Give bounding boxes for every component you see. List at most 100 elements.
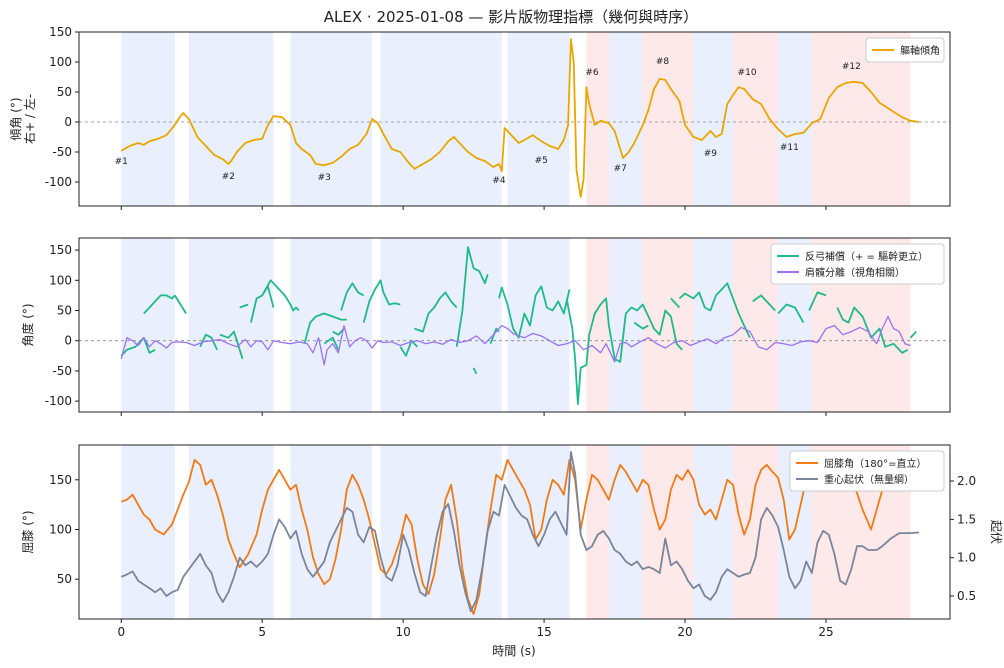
legend: 反弓補償（+ = 驅幹更立） 肩髖分離（視角相關） <box>770 243 945 285</box>
y-tick-label: -50 <box>52 145 72 159</box>
y-axis-label-line: 屈膝 (°) <box>21 510 35 553</box>
phase-band-red <box>586 445 609 619</box>
series-line-1 <box>120 459 912 615</box>
series-line-1 <box>120 38 920 198</box>
legend-label: 反弓補償（+ = 驅幹更立） <box>805 250 928 263</box>
y-right-tick-label: 0.5 <box>957 589 976 603</box>
phase-band-blue <box>290 445 373 619</box>
y-right-tick-label: 1.0 <box>957 551 976 565</box>
segment-annotation: #9 <box>704 149 718 159</box>
series-line-1 <box>239 303 249 309</box>
y-tick-label: 100 <box>49 523 72 537</box>
y-axis-label-line: 右+ / 左- <box>22 94 37 144</box>
y-axis-label-line: 傾角 (°) <box>9 97 23 140</box>
y-axis-label: 屈膝 (°) <box>21 510 35 553</box>
segment-annotation: #7 <box>614 164 627 174</box>
legend: 軀軸傾角 <box>865 37 945 63</box>
y-tick-label: 50 <box>57 85 72 99</box>
phase-band-blue <box>693 32 733 206</box>
y-axis-label: 傾角 (°)右+ / 左- <box>9 94 37 144</box>
series-line-2 <box>120 315 911 366</box>
phase-band-blue <box>507 32 570 206</box>
phase-band-blue <box>380 238 502 412</box>
series-line-1 <box>414 291 458 333</box>
phase-band-red <box>642 445 694 619</box>
series-line-1 <box>323 336 340 351</box>
phase-band-red <box>732 445 779 619</box>
series-line-1 <box>143 294 176 315</box>
series-line-1 <box>752 294 776 312</box>
series-line-1 <box>777 303 805 324</box>
legend-box <box>865 37 945 63</box>
legend: 屈膝角（180°=直立） 重心起伏（無量綱） <box>789 450 945 492</box>
y-right-tick-label: 1.5 <box>957 512 976 526</box>
legend-label: 屈膝角（180°=直立） <box>824 457 926 470</box>
series-line-1 <box>808 291 827 311</box>
series-line-1 <box>670 297 681 309</box>
segment-annotation: #5 <box>535 156 548 166</box>
series-line-1 <box>633 321 649 330</box>
y-tick-label: 100 <box>49 273 72 287</box>
phase-band-blue <box>778 32 812 206</box>
y-tick-label: 100 <box>49 55 72 69</box>
series-line-1 <box>120 336 156 357</box>
phase-band-blue <box>380 32 502 206</box>
legend-label: 重心起伏（無量綱） <box>824 473 914 486</box>
segment-annotation: #11 <box>780 143 799 153</box>
segment-annotation: #10 <box>738 68 757 78</box>
plot-frame <box>78 444 951 620</box>
y-tick-label: -50 <box>52 364 72 378</box>
y-tick-label: 0 <box>64 115 72 129</box>
y-axis-label-line: 角度 (°) <box>20 303 35 346</box>
series-line-1 <box>332 327 345 336</box>
y-tick-label: 150 <box>49 473 72 487</box>
panel-angles: -100 -50 0 50 100 150 角度 (°) 反弓補償（+ = 驅幹更立） 肩髖分離… <box>20 237 951 416</box>
y-axis-label: 角度 (°) <box>20 303 35 346</box>
series-line-1 <box>199 333 218 351</box>
y-tick-label: -100 <box>45 394 72 408</box>
phase-band-red <box>642 32 694 206</box>
phase-band-blue <box>608 445 643 619</box>
phase-bands <box>121 32 911 206</box>
x-axis-label: 時間 (s) <box>492 644 535 658</box>
segment-annotation: #2 <box>222 172 235 182</box>
series-line-1 <box>472 367 478 375</box>
y-tick-label: 150 <box>49 25 72 39</box>
series-line-1 <box>174 294 187 314</box>
plot-frame <box>78 237 951 413</box>
phase-band-blue <box>608 32 643 206</box>
phase-band-red <box>586 238 609 412</box>
phase-band-blue <box>693 445 733 619</box>
y-tick-label: 150 <box>49 243 72 257</box>
phase-band-red <box>642 238 694 412</box>
phase-band-red <box>732 32 779 206</box>
y-right-tick-label: 2.0 <box>957 474 976 488</box>
x-tick-label: 25 <box>818 625 833 639</box>
series-line-1 <box>340 282 365 311</box>
series-line-1 <box>498 285 571 339</box>
series-line-1 <box>362 279 401 323</box>
y-right-axis-label: 起伏 <box>989 520 1003 544</box>
series-group <box>120 38 920 198</box>
phase-band-blue <box>188 238 274 412</box>
phase-band-blue <box>507 238 570 412</box>
plot-frame <box>78 31 951 207</box>
series-line-1 <box>455 246 489 347</box>
series-line-1 <box>399 339 418 357</box>
series-line-1 <box>836 306 909 354</box>
phase-band-blue <box>693 238 733 412</box>
x-tick-label: 5 <box>258 625 266 639</box>
segment-annotation: #8 <box>656 57 670 67</box>
segment-annotation: #12 <box>842 62 861 72</box>
x-tick-label: 10 <box>396 625 411 639</box>
x-tick-label: 0 <box>117 625 125 639</box>
figure-title: ALEX · 2025-01-08 — 影片版物理指標（幾何與時序） <box>324 8 698 26</box>
segment-annotation: #6 <box>585 68 599 78</box>
phase-band-blue <box>121 32 175 206</box>
phase-band-blue <box>188 32 274 206</box>
phase-band-blue <box>290 238 373 412</box>
phase-band-red <box>586 32 609 206</box>
panel-knee: 0 5 10 15 20 25 50 100 150 0.5 1.0 1.5 2.0 起伏 屈膝 (°) 屈膝… <box>21 444 1003 639</box>
y-tick-label: 50 <box>57 572 72 586</box>
